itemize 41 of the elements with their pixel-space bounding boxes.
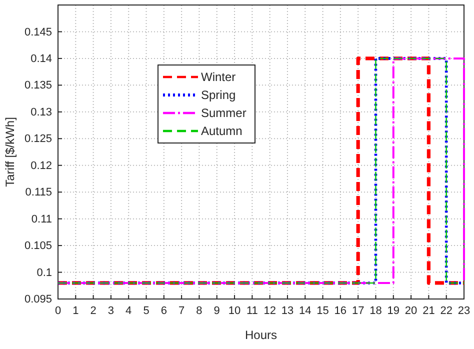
y-axis-title: Tariff [$/kWh] [3, 117, 17, 187]
x-tick-label: 23 [458, 305, 470, 318]
y-tick-label: 0.095 [24, 294, 52, 306]
legend-label: Winter [201, 70, 236, 84]
x-tick-label: 17 [352, 305, 364, 318]
x-tick-label: 5 [143, 305, 150, 318]
x-tick-label: 16 [334, 305, 347, 318]
x-tick-label: 7 [178, 305, 185, 318]
y-tick-label: 0.12 [30, 160, 52, 172]
x-tick-label: 2 [90, 305, 96, 318]
x-tick-label: 19 [387, 305, 400, 318]
x-tick-label: 3 [108, 305, 114, 318]
legend-label: Spring [201, 88, 236, 102]
y-tick-label: 0.145 [24, 26, 52, 38]
x-tick-label: 15 [316, 305, 329, 318]
y-tick-label: 0.115 [25, 186, 52, 199]
x-tick-label: 10 [228, 305, 241, 318]
x-tick-label: 1 [72, 305, 79, 318]
x-tick-label: 18 [370, 305, 382, 318]
x-tick-label: 20 [404, 305, 418, 318]
x-tick-label: 11 [246, 305, 258, 318]
x-tick-label: 21 [422, 305, 435, 318]
y-tick-label: 0.14 [30, 52, 52, 65]
x-tick-label: 22 [440, 305, 452, 318]
y-tick-label: 0.105 [24, 240, 52, 252]
x-tick-label: 12 [264, 305, 276, 318]
x-tick-label: 8 [196, 305, 202, 318]
x-tick-label: 14 [299, 305, 312, 318]
x-tick-label: 13 [281, 305, 294, 318]
y-tick-label: 0.11 [31, 213, 52, 226]
y-tick-label: 0.1 [36, 266, 52, 279]
x-tick-label: 6 [160, 305, 167, 318]
legend-label: Summer [201, 106, 246, 120]
x-tick-label: 4 [126, 305, 132, 318]
x-axis-title: Hours [244, 328, 278, 342]
y-tick-label: 0.13 [30, 106, 52, 118]
legend-label: Autumn [201, 124, 242, 138]
x-tick-label: 9 [214, 305, 220, 318]
y-tick-label: 0.125 [24, 133, 52, 146]
x-tick-label: 0 [54, 305, 62, 318]
y-tick-label: 0.135 [24, 80, 52, 92]
